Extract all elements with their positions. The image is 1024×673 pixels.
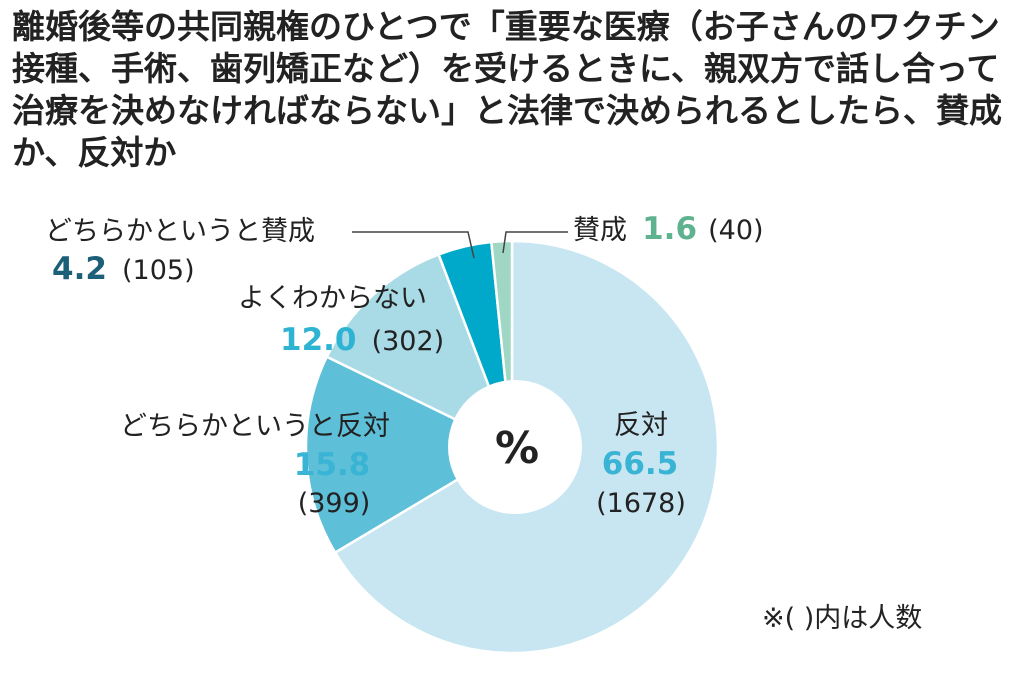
slice-somewhat-oppose [304, 355, 515, 555]
label-favor: 賛成 1.6 (40) [573, 211, 764, 247]
label-oppose-name: 反対 [614, 410, 668, 441]
label-somewhat-favor-name: どちらかというと賛成 [45, 216, 315, 247]
center-label: % [495, 423, 539, 474]
label-unsure-value: 12.0 (302) [280, 322, 444, 358]
label-oppose-count: (1678) [596, 488, 686, 519]
label-unsure-name: よくわからない [238, 283, 427, 314]
leader-line-favor [502, 231, 568, 254]
label-somewhat-oppose-value: 15.8 [294, 447, 371, 483]
label-somewhat-oppose-count: (399) [298, 488, 371, 519]
leader-line-somewhat-favor [352, 231, 475, 259]
label-somewhat-oppose-name: どちらかというと反対 [120, 411, 390, 442]
donut-hole [448, 380, 582, 514]
chart-title: 離婚後等の共同親権のひとつで「重要な医療（お子さんのワクチン接種、手術、歯列矯正… [12, 7, 1002, 172]
label-oppose-value: 66.5 [602, 446, 679, 482]
leader-lines [352, 231, 568, 259]
label-somewhat-favor-value: 4.2 (105) [52, 251, 195, 287]
chart-note: ※( )内は人数 [762, 603, 923, 634]
slice-unsure [325, 252, 515, 450]
